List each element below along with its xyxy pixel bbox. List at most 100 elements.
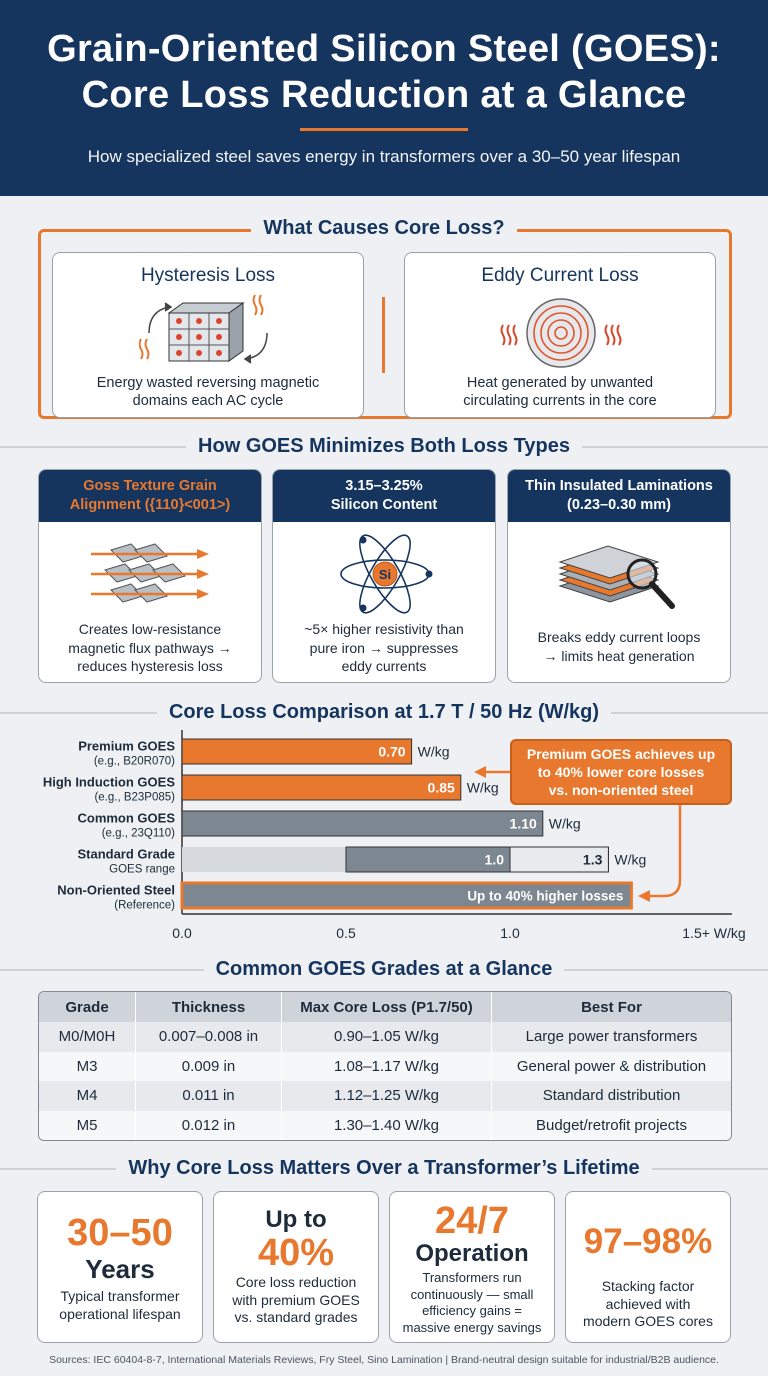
column-header: Grade [39,992,135,1022]
goss-texture-heading: Goss Texture Grain Alignment ({110}<001>) [39,470,261,522]
bar-category-sublabel: (e.g., 23Q110) [102,828,175,840]
table-cell: M4 [39,1081,135,1111]
silicon-content-heading: 3.15–3.25% Silicon Content [273,470,495,522]
bar-category-sublabel: (e.g., B20R070) [94,756,175,768]
hysteresis-card: Hysteresis Loss Energy wasted reversing … [52,252,364,418]
stat-value: 24/7 [435,1200,509,1242]
magnetic-domain-cube-icon [139,294,268,364]
callout-arrowhead-lower [638,890,650,902]
callout-arrow-lower [648,805,682,898]
laminations-heading: Thin Insulated Laminations (0.23–0.30 mm) [508,470,730,522]
table-cell: Standard distribution [491,1081,731,1111]
table-cell: 0.007–0.008 in [135,1022,281,1052]
lifetime-section-title: Why Core Loss Matters Over a Transformer… [0,1157,768,1180]
bar-category-label: Non-Oriented Steel [57,883,175,898]
aligned-grains-icon [91,543,209,603]
stat-value: 30–50 [67,1212,173,1254]
table-cell: General power & distribution [491,1051,731,1081]
goss-texture-card: Goss Texture Grain Alignment ({110}<001>)… [38,469,262,683]
table-cell: 1.12–1.25 W/kg [281,1081,491,1111]
stat-unit: Operation [415,1240,529,1267]
bar-unit-label: W/kg [549,816,581,832]
bar-value-label: 1.10 [510,816,537,832]
bar-category-sublabel: (Reference) [114,900,175,912]
stat-description: Core loss reduction with premium GOES vs. … [232,1274,360,1325]
goss-texture-description: Creates low-resistance magnetic flux path… [68,621,232,674]
table-cell: Budget/retrofit projects [491,1110,731,1140]
silicon-atom-icon: Si [340,534,433,614]
eddy-current-card: Eddy Current Loss Heat generated by unwa… [404,252,716,418]
eddy-current-heading: Eddy Current Loss [481,265,639,286]
x-tick-label: 0.0 [172,925,192,941]
bar-unit-label: W/kg [467,780,499,796]
bar-range-base [182,847,346,872]
table-cell: 0.009 in [135,1051,281,1081]
bar-value-label: 1.3 [583,852,603,868]
grades-table: Grade Thickness Max Core Loss (P1.7/50) … [38,991,732,1141]
eddy-current-disc-icon [500,298,622,368]
table-cell: M5 [39,1110,135,1140]
bar-category-label: Standard Grade [77,847,175,862]
table-cell: M3 [39,1051,135,1081]
laminated-sheets-magnifier-icon [558,545,675,609]
core-loss-bar-chart: Premium GOES (e.g., B20R070) 0.70 W/kg High … [43,730,746,941]
bar [181,738,413,765]
table-row: M0/M0H 0.007–0.008 in 0.90–1.05 W/kg Large … [39,1022,731,1052]
bar-value-label: 0.70 [378,744,405,760]
x-tick-label: 1.0 [500,925,520,941]
table-cell: M0/M0H [39,1022,135,1052]
column-header: Max Core Loss (P1.7/50) [281,992,491,1022]
table-cell: 0.012 in [135,1110,281,1140]
bar-category-label: Common GOES [77,811,175,826]
stat-card-stacking: 97–98% Stacking factor achieved with moder… [565,1191,731,1343]
bar-category-sublabel: (e.g., B23P085) [94,792,175,804]
table-row: M5 0.012 in 1.30–1.40 W/kg Budget/retrofit … [39,1110,731,1140]
x-tick-label: 0.5 [336,925,356,941]
bar [181,810,544,837]
stat-description: Transformers run continuously — small effi… [402,1270,542,1335]
bar-category-label: Premium GOES [78,739,175,754]
stat-unit: Years [85,1254,155,1284]
table-header-row: Grade Thickness Max Core Loss (P1.7/50) … [39,992,731,1022]
silicon-content-card: 3.15–3.25% Silicon Content Si ~5× higher … [272,469,496,683]
table-cell: 1.08–1.17 W/kg [281,1051,491,1081]
bar [181,774,462,801]
page-title-line2: Core Loss Reduction at a Glance [81,74,687,116]
sources-footer: Sources: IEC 60404-8-7, International Ma… [49,1354,719,1366]
bar-unit-label: W/kg [614,852,646,868]
bar-unit-label: W/kg [418,744,450,760]
laminations-card: Thin Insulated Laminations (0.23–0.30 mm)… [507,469,731,683]
grades-section-title: Common GOES Grades at a Glance [0,958,768,981]
methods-section-title: How GOES Minimizes Both Loss Types [0,435,768,458]
table-cell: 0.011 in [135,1081,281,1111]
stat-card-lifespan: 30–50 Years Typical transformer operation… [37,1191,203,1343]
table-row: M4 0.011 in 1.12–1.25 W/kg Standard distrib… [39,1081,731,1111]
column-header: Thickness [135,992,281,1022]
header-banner: Grain-Oriented Silicon Steel (GOES): Cor… [0,0,768,196]
table-cell: Large power transformers [491,1022,731,1052]
stat-value: 97–98% [583,1222,713,1261]
eddy-current-description: Heat generated by unwanted circulating cu… [463,375,657,409]
page-title: Grain-Oriented Silicon Steel (GOES): Cor… [0,26,768,118]
stat-value: 40% [257,1232,335,1274]
stat-description: Typical transformer operational lifespan [59,1288,181,1322]
table-cell: 0.90–1.05 W/kg [281,1022,491,1052]
page-subtitle: How specialized steel saves energy in tr… [87,147,681,166]
bar-reference [180,881,633,910]
bar-category-sublabel: GOES range [109,864,175,876]
silicon-content-description: ~5× higher resistivity than pure iron → s… [304,621,464,674]
x-tick-label: 1.5+ W/kg [682,925,745,941]
title-divider [300,128,468,131]
bar-value-label: 0.85 [428,780,455,796]
stat-prefix: Up to [265,1206,327,1233]
chart-title: Core Loss Comparison at 1.7 T / 50 Hz (W… [0,701,768,724]
causes-section-title: What Causes Core Loss? [0,217,768,240]
stat-description: Stacking factor achieved with modern GOES … [583,1278,713,1329]
table-row: M3 0.009 in 1.08–1.17 W/kg General power & … [39,1051,731,1081]
causes-connector [382,297,385,373]
hysteresis-heading: Hysteresis Loss [140,265,276,286]
laminations-description: Breaks eddy current loops → limits heat g… [537,629,701,664]
page-title-line1: Grain-Oriented Silicon Steel (GOES): [47,28,721,70]
bar-value-label: Up to 40% higher losses [467,889,623,904]
chart-callout: Premium GOES achieves up to 40% lower co… [510,739,732,805]
